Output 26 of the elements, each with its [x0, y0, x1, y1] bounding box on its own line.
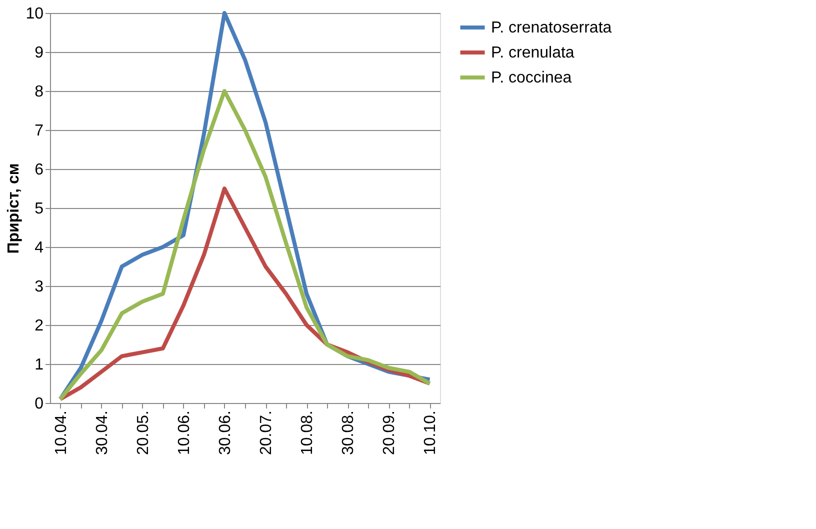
y-tick-label: 8 — [34, 84, 44, 100]
y-tick-label: 6 — [34, 162, 44, 178]
x-tick-label: 30.08. — [340, 410, 358, 455]
y-tick-label: 7 — [34, 122, 44, 140]
x-tick-label: 10.10. — [422, 410, 440, 455]
x-tick-label: 10.04. — [52, 410, 70, 455]
y-tick-label: 9 — [34, 44, 44, 62]
y-tick-label: 4 — [34, 240, 44, 256]
x-tick-label: 30.06. — [216, 410, 234, 455]
legend-label: P. crenulata — [491, 44, 574, 62]
line-series — [58, 89, 432, 402]
x-tick-label: 10.06. — [176, 410, 193, 455]
y-axis-title: Приріст, см — [6, 163, 23, 254]
legend-label: P. crenatoserrata — [491, 20, 612, 36]
x-tick-label: 30.04. — [94, 410, 111, 455]
x-tick-label: 10.08. — [299, 410, 316, 455]
y-tick-label: 3 — [34, 278, 44, 296]
y-tick-label: 10 — [26, 6, 44, 22]
x-tick-label: 20.07. — [258, 410, 276, 455]
legend-label: P. coccinea — [491, 70, 572, 86]
y-tick-label: 0 — [34, 396, 44, 412]
x-tick-label: 20.09. — [381, 410, 398, 455]
x-tick-label: 20.05. — [134, 410, 152, 455]
y-tick-label: 2 — [34, 318, 44, 334]
y-tick-label: 1 — [34, 356, 44, 374]
y-tick-label: 5 — [34, 200, 44, 218]
